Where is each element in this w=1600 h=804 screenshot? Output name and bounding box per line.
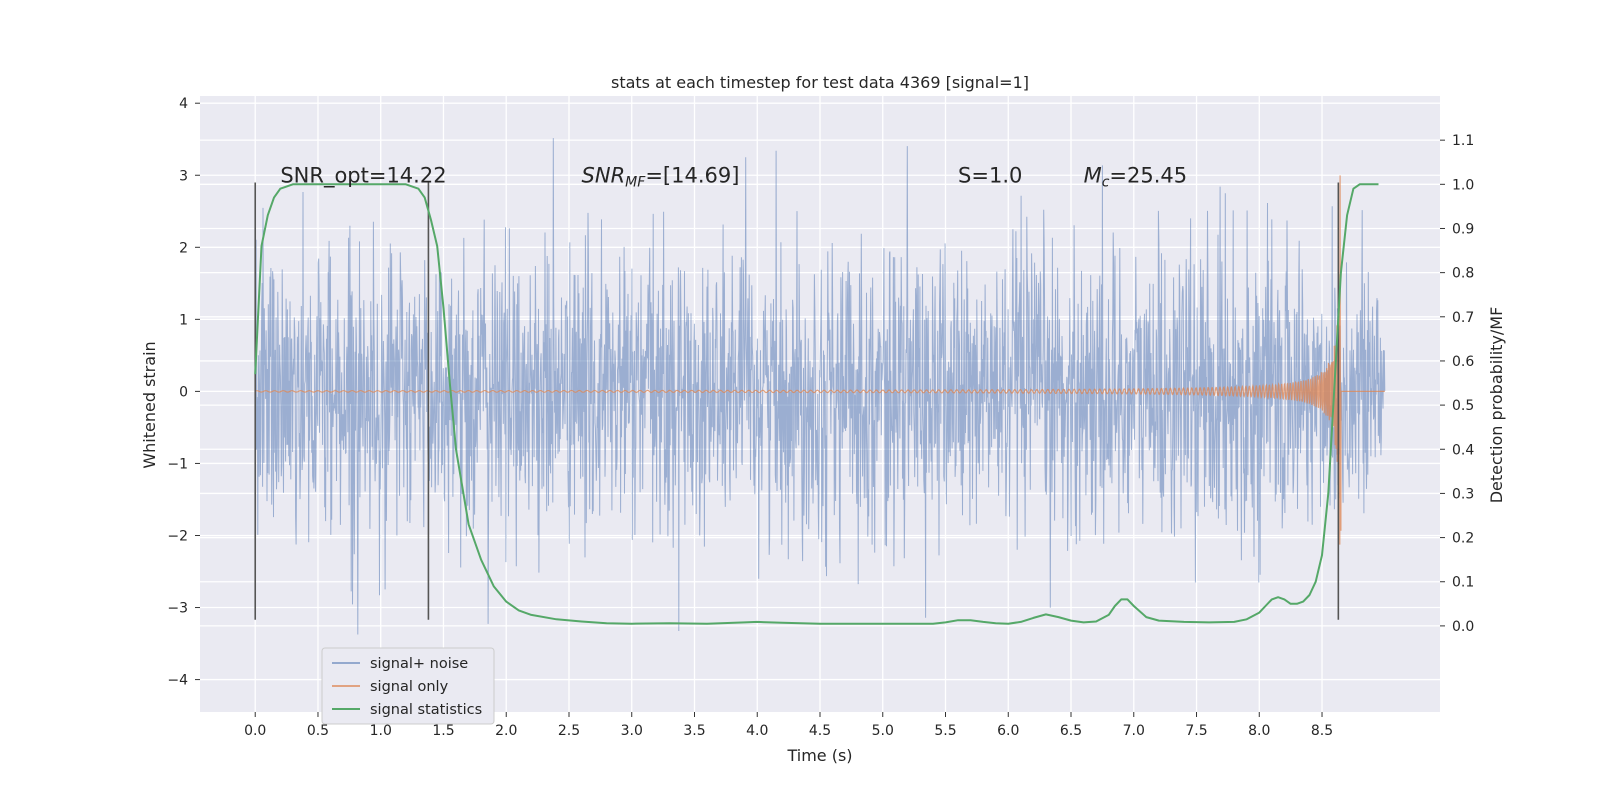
annotation: Mc=25.45 xyxy=(1084,163,1188,190)
x-tick-label: 3.5 xyxy=(683,723,705,739)
x-tick-label: 1.0 xyxy=(370,723,392,739)
x-tick-label: 4.0 xyxy=(746,723,768,739)
legend-entry-noise: signal+ noise xyxy=(370,656,468,672)
legend-box xyxy=(321,647,495,725)
y-axis-right-label: Detection probability/MF xyxy=(1487,307,1506,504)
y-right-tick-label: 0.2 xyxy=(1452,531,1474,547)
x-tick-label: 5.5 xyxy=(934,723,956,739)
y-right-tick-label: 1.0 xyxy=(1452,177,1474,193)
signal-trace xyxy=(254,175,1385,545)
x-tick-label: 1.5 xyxy=(432,723,454,739)
x-tick-label: 2.5 xyxy=(558,723,580,739)
y-tick-label: 2 xyxy=(179,240,188,256)
x-tick-label: 3.0 xyxy=(621,723,643,739)
y-tick-label: 1 xyxy=(179,312,188,328)
y-right-tick-label: 1.1 xyxy=(1452,133,1474,149)
x-tick-label: 0.0 xyxy=(244,723,266,739)
x-axis-label: Time (s) xyxy=(786,746,852,765)
annotation: SNR_opt=14.22 xyxy=(280,163,446,188)
legend: signal+ noise signal only signal statist… xyxy=(321,647,495,725)
x-tick-label: 6.0 xyxy=(997,723,1019,739)
y-right-tick-label: 0.6 xyxy=(1452,354,1474,370)
x-tick-label: 8.0 xyxy=(1248,723,1270,739)
x-tick-label: 7.5 xyxy=(1185,723,1207,739)
series-signal-only xyxy=(254,175,1385,545)
vertical-markers xyxy=(254,182,1340,620)
annotation: SNRMF=[14.69] xyxy=(582,163,740,190)
x-tick-label: 5.0 xyxy=(872,723,894,739)
y-right-tick-label: 0.5 xyxy=(1452,398,1474,414)
legend-entry-statistic: signal statistics xyxy=(370,702,482,718)
y-tick-label: 0 xyxy=(179,384,188,400)
annotation: S=1.0 xyxy=(958,163,1022,187)
x-tick-label: 6.5 xyxy=(1060,723,1082,739)
axis-ticks: 0.0 0.5 1.0 1.5 2.0 2.5 3.0 3.5 4.0 4.5 5.0 5.5 6.0 6… xyxy=(167,96,1474,739)
series-signal-statistics xyxy=(254,183,1379,625)
chart-title: stats at each timestep for test data 436… xyxy=(611,73,1029,92)
y-right-tick-label: 0.7 xyxy=(1452,310,1474,326)
y-right-tick-label: 0.3 xyxy=(1452,486,1474,502)
y-right-tick-label: 0.9 xyxy=(1452,221,1474,237)
x-tick-label: 0.5 xyxy=(307,723,329,739)
y-right-tick-label: 0.1 xyxy=(1452,575,1474,591)
y-tick-label: −2 xyxy=(167,528,188,544)
y-tick-label: 3 xyxy=(179,168,188,184)
x-tick-label: 8.5 xyxy=(1311,723,1333,739)
y-axis-label: Whitened strain xyxy=(140,341,159,468)
series-signal-plus-noise xyxy=(254,138,1386,635)
noise-trace xyxy=(254,138,1386,635)
annotations: SNR_opt=14.22 SNRMF=[14.69] S=1.0 Mc=25.45 xyxy=(280,163,1187,190)
y-right-tick-label: 0.4 xyxy=(1452,442,1474,458)
y-right-tick-label: 0.0 xyxy=(1452,619,1474,635)
x-tick-label: 4.5 xyxy=(809,723,831,739)
x-tick-label: 2.0 xyxy=(495,723,517,739)
y-tick-label: −3 xyxy=(167,601,188,617)
x-tick-label: 7.0 xyxy=(1123,723,1145,739)
y-tick-label: −1 xyxy=(167,456,188,472)
y-tick-label: −4 xyxy=(167,673,188,689)
y-tick-label: 4 xyxy=(179,96,188,112)
statistic-trace xyxy=(254,183,1379,625)
legend-entry-signal: signal only xyxy=(370,679,449,695)
y-right-tick-label: 0.8 xyxy=(1452,266,1474,282)
